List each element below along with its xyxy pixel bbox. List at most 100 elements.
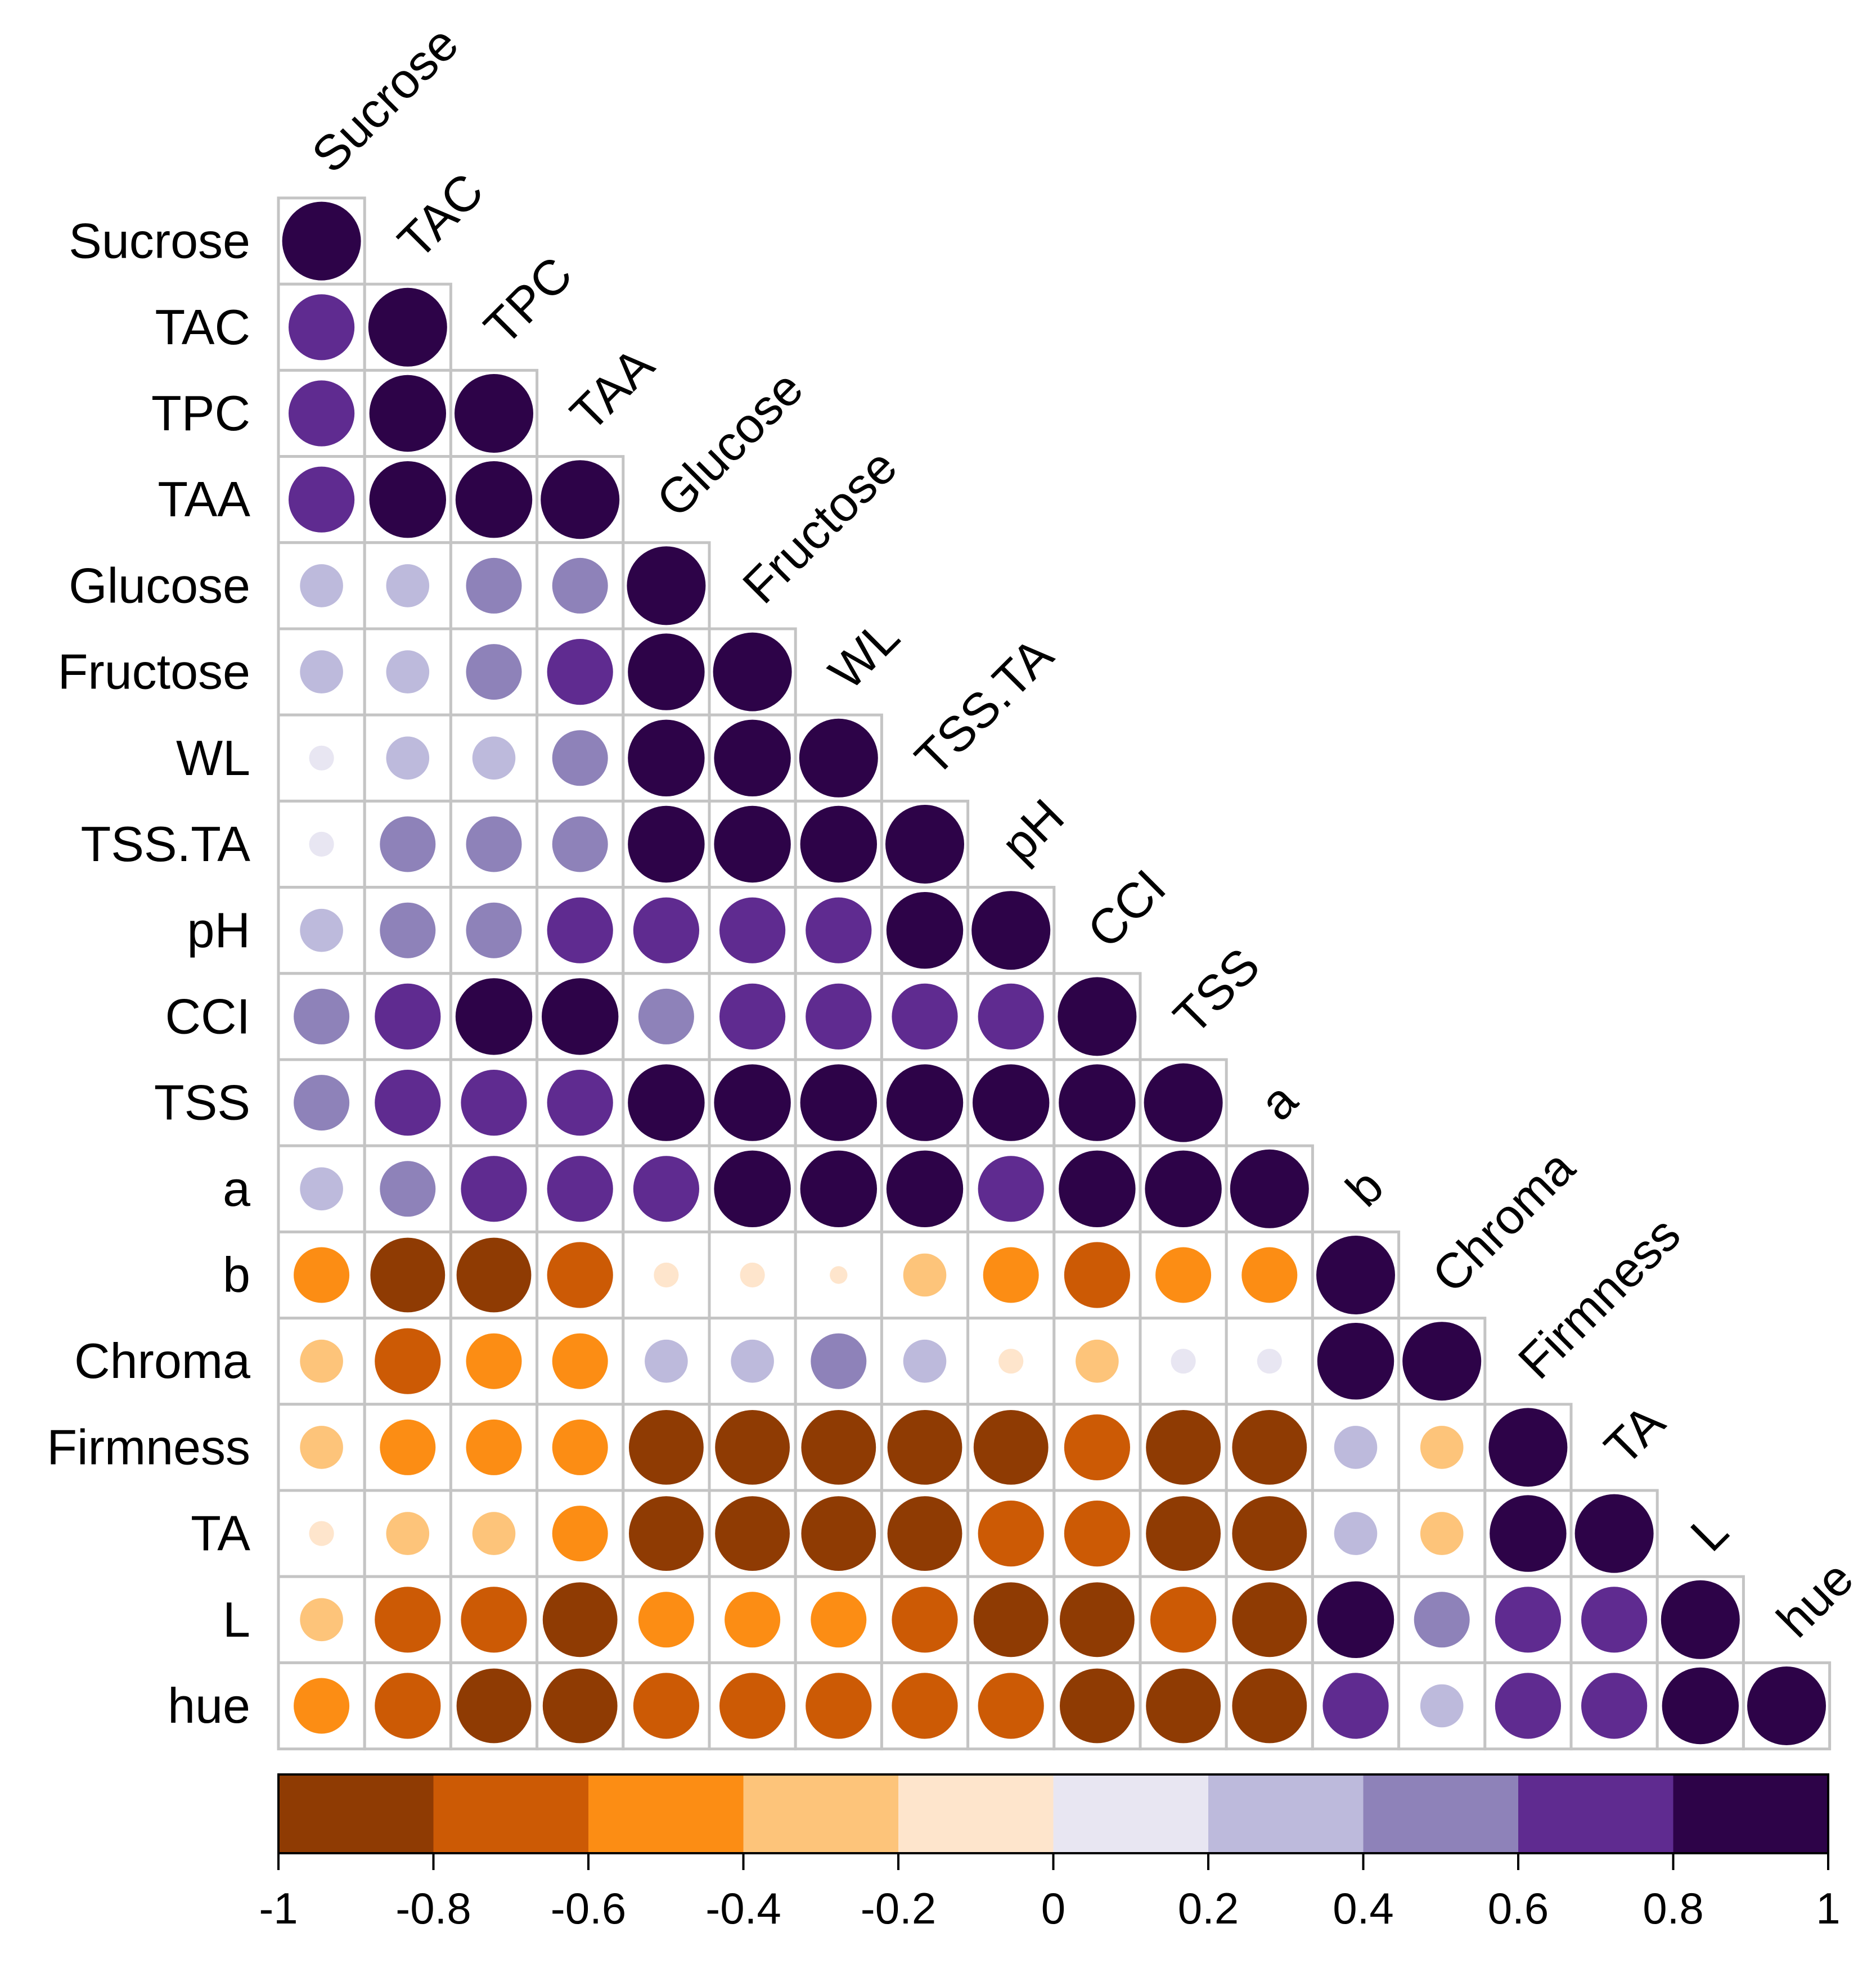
corr-circle-l-fructose [725, 1592, 781, 1648]
corr-circle-a-glucose [633, 1156, 699, 1222]
row-label-tpc: TPC [151, 385, 250, 441]
corr-circle-fructose-glucose [628, 633, 705, 710]
corr-circle-hue-ph [978, 1673, 1044, 1739]
corr-circle-firmness-tss-ta [887, 1410, 962, 1485]
corr-circle-tss-ta-sucrose [309, 831, 334, 857]
corr-circle-hue-b [1322, 1673, 1389, 1739]
corr-circle-l-firmness [1495, 1587, 1561, 1653]
corr-circle-a-sucrose [300, 1167, 343, 1211]
corr-circle-tss-ta-tpc [466, 816, 522, 872]
corr-circle-hue-chroma [1420, 1684, 1464, 1728]
corr-circle-b-ph [983, 1247, 1039, 1303]
corr-circle-hue-taa [542, 1668, 618, 1744]
corr-circle-ta-tpc [472, 1512, 516, 1555]
corr-circle-ph-tpc [466, 902, 522, 958]
corr-circle-firmness-ph [973, 1410, 1049, 1485]
corr-circle-ta-cci [1064, 1501, 1130, 1567]
corr-circle-sucrose-sucrose [282, 201, 361, 281]
corr-circle-b-wl [830, 1266, 848, 1284]
corr-circle-ta-chroma [1420, 1512, 1464, 1555]
corr-circle-b-tss [1155, 1247, 1212, 1303]
corr-circle-ph-taa [547, 897, 613, 963]
corr-circle-l-tss-ta [892, 1587, 958, 1653]
color-legend: -1 -0.8 -0.6 -0.4 -0.2 0 0.2 0.4 0.6 0.8 1 [259, 1773, 1841, 1933]
corr-circle-taa-tac [369, 461, 446, 538]
corr-circle-tss-ph [973, 1064, 1050, 1141]
corr-circle-hue-tac [375, 1673, 441, 1739]
legend-tick-label: 0.8 [1643, 1884, 1703, 1933]
corr-circle-b-tss-ta [903, 1253, 947, 1297]
corr-circle-tss-glucose [628, 1064, 705, 1141]
corr-circle-tss-tss-ta [886, 1064, 964, 1141]
col-label-l: L [1680, 1503, 1739, 1562]
corr-circle-hue-tss [1146, 1668, 1221, 1744]
corr-circle-l-ph [973, 1582, 1049, 1657]
col-label-tpc: TPC [473, 246, 582, 355]
legend-tick-label: -1 [259, 1884, 298, 1933]
corr-circle-wl-sucrose [309, 745, 334, 771]
corr-circle-wl-tpc [472, 736, 516, 780]
row-label-wl: WL [176, 730, 250, 786]
corr-circle-b-cci [1064, 1242, 1130, 1308]
corr-circle-l-cci [1060, 1582, 1135, 1657]
corr-circle-chroma-fructose [731, 1339, 774, 1383]
corr-circle-ta-glucose [629, 1496, 704, 1571]
corr-circle-l-sucrose [300, 1598, 343, 1642]
corr-circle-chroma-taa [552, 1333, 608, 1389]
legend-swatch [433, 1774, 588, 1853]
row-label-ph: pH [187, 902, 251, 958]
col-label-ph: pH [991, 788, 1075, 872]
col-label-a: a [1249, 1072, 1308, 1131]
corr-circle-fructose-fructose [713, 632, 792, 711]
corr-circle-l-tpc [461, 1587, 527, 1653]
corr-circle-wl-taa [552, 730, 608, 786]
col-label-hue: hue [1766, 1550, 1864, 1648]
corr-circle-ph-tac [380, 902, 436, 958]
corr-circle-chroma-sucrose [300, 1339, 343, 1383]
corr-circle-ph-sucrose [300, 908, 343, 952]
corr-circle-hue-firmness [1495, 1673, 1561, 1739]
corr-circle-fructose-tpc [466, 644, 522, 700]
corr-circle-ph-fructose [719, 897, 786, 963]
corr-circle-ta-a [1232, 1496, 1307, 1571]
corr-circle-tss-taa [547, 1070, 613, 1136]
corr-circle-hue-wl [806, 1673, 872, 1739]
col-label-fructose: Fructose [732, 438, 907, 614]
legend-swatch [1053, 1774, 1208, 1853]
row-label-l: L [223, 1592, 250, 1647]
row-label-tss: TSS [154, 1075, 250, 1130]
corr-circle-hue-fructose [719, 1673, 786, 1739]
corr-circle-tss-cci [1059, 1064, 1136, 1141]
corr-circle-cci-tpc [455, 978, 533, 1055]
corr-circle-l-tac [375, 1587, 441, 1653]
corr-circle-a-tpc [461, 1156, 527, 1222]
corr-circle-firmness-glucose [629, 1410, 704, 1485]
corr-circle-b-sucrose [294, 1247, 350, 1303]
corr-circle-b-tpc [456, 1237, 532, 1313]
corr-circle-cci-taa [541, 978, 619, 1055]
corr-circle-chroma-tpc [466, 1333, 522, 1389]
corr-circle-l-taa [542, 1582, 618, 1657]
col-label-firmness: Firmness [1508, 1206, 1691, 1389]
corr-circle-ph-wl [806, 897, 872, 963]
corr-circle-cci-tss-ta [892, 983, 958, 1049]
corr-circle-fructose-sucrose [300, 650, 343, 693]
col-label-tss: TSS [1163, 937, 1270, 1044]
row-label-chroma: Chroma [74, 1333, 250, 1389]
corr-circle-firmness-sucrose [300, 1426, 343, 1469]
corr-circle-hue-ta [1581, 1673, 1648, 1739]
corr-circle-chroma-chroma [1402, 1322, 1482, 1401]
corr-circle-hue-tpc [456, 1668, 532, 1744]
corr-circle-taa-sucrose [289, 466, 355, 533]
corr-circle-l-wl [811, 1592, 867, 1648]
corr-circle-hue-l [1662, 1667, 1739, 1745]
corr-circle-tss-tss [1144, 1063, 1223, 1142]
corr-circle-fructose-tac [386, 650, 430, 693]
corr-circle-ta-firmness [1490, 1495, 1567, 1572]
row-label-sucrose: Sucrose [69, 213, 250, 269]
corr-circle-hue-sucrose [294, 1678, 350, 1734]
corr-circle-tss-fructose [714, 1064, 791, 1141]
row-label-cci: CCI [165, 988, 250, 1044]
corr-circle-ta-tss-ta [887, 1496, 962, 1571]
row-label-tac: TAC [155, 299, 250, 355]
